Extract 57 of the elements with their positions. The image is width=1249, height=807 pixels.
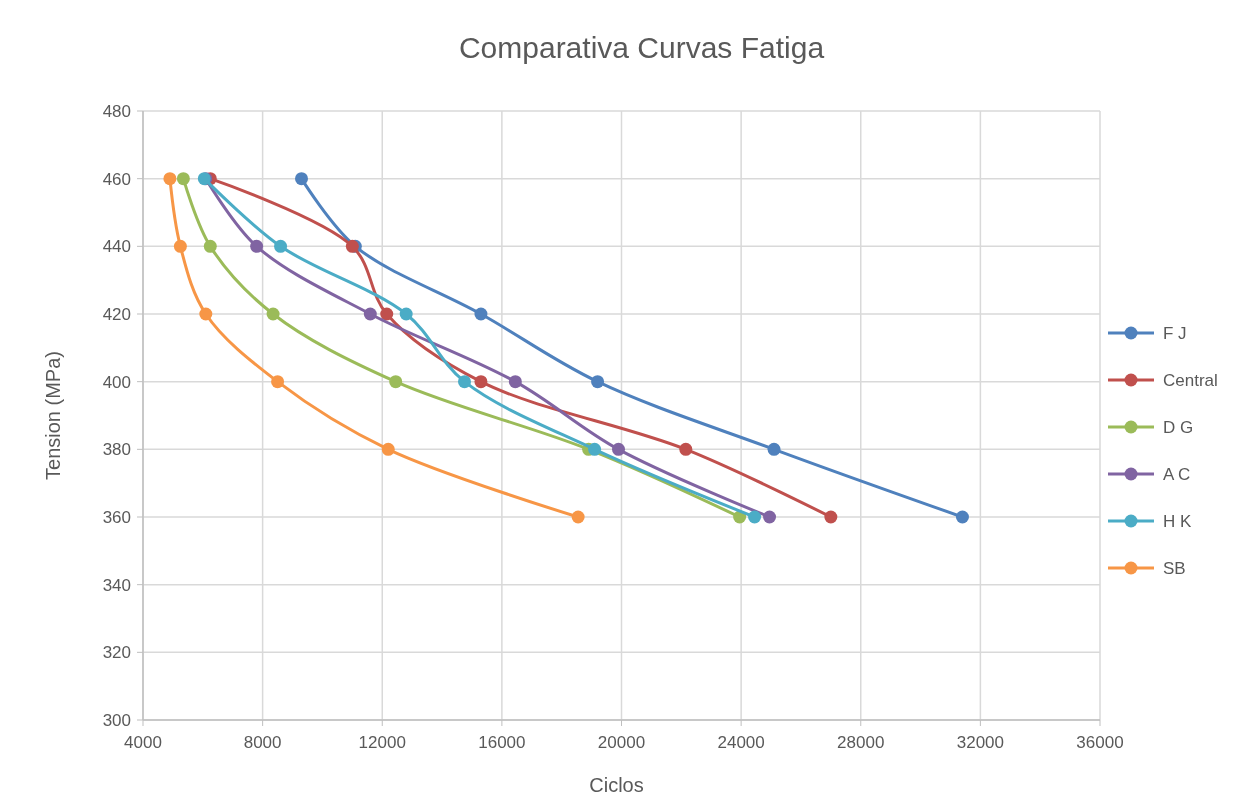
- x-tick-label: 20000: [597, 733, 646, 752]
- y-tick-label: 380: [102, 440, 131, 460]
- point: [250, 239, 264, 253]
- x-tick-label: 16000: [478, 733, 526, 752]
- point: [508, 375, 522, 389]
- x-tick-label: 8000: [243, 733, 282, 752]
- point: [173, 239, 187, 253]
- point: [955, 510, 969, 524]
- y-tick-label: 360: [102, 507, 131, 527]
- point: [824, 510, 838, 524]
- y-tick-label: 440: [102, 237, 131, 257]
- x-tick-label: 28000: [837, 733, 885, 752]
- point: [474, 375, 488, 389]
- point: [295, 172, 308, 186]
- point: [176, 172, 190, 186]
- legend-label: F J: [1163, 323, 1187, 343]
- x-axis-title: Ciclos: [589, 774, 644, 796]
- point: [199, 307, 213, 321]
- x-tick-label: 4000: [124, 733, 162, 752]
- chart-title: Comparativa Curvas Fatiga: [458, 31, 825, 64]
- point: [271, 375, 285, 389]
- point: [588, 442, 602, 456]
- point: [380, 307, 394, 321]
- legend-label: Central: [1163, 370, 1218, 390]
- x-tick-label: 24000: [717, 733, 765, 752]
- x-tick-label: 36000: [1076, 733, 1124, 752]
- legend-label: D G: [1163, 417, 1194, 437]
- point: [457, 375, 471, 389]
- point: [612, 442, 626, 456]
- point: [748, 510, 762, 524]
- x-tick-label: 32000: [956, 733, 1005, 752]
- y-tick-label: 320: [102, 643, 131, 663]
- y-tick-label: 460: [102, 169, 131, 189]
- y-axis-title: Tension (MPa): [42, 351, 64, 480]
- y-tick-label: 340: [102, 575, 131, 595]
- legend-label: SB: [1163, 558, 1186, 578]
- y-tick-label: 420: [102, 304, 131, 324]
- point: [399, 307, 413, 321]
- point: [763, 510, 777, 524]
- point: [571, 510, 585, 524]
- point: [163, 172, 177, 186]
- x-tick-label: 12000: [358, 733, 406, 752]
- point: [363, 307, 377, 321]
- legend-label: H K: [1163, 511, 1192, 531]
- point: [767, 442, 781, 456]
- y-tick-label: 480: [102, 101, 131, 121]
- point: [389, 375, 403, 389]
- point: [679, 442, 693, 456]
- point: [203, 239, 217, 253]
- legend-label: A C: [1163, 464, 1191, 484]
- point: [274, 239, 288, 253]
- point: [474, 307, 488, 321]
- y-tick-label: 300: [102, 710, 131, 730]
- point: [381, 442, 395, 456]
- point: [591, 375, 605, 389]
- y-tick-label: 400: [102, 372, 131, 392]
- point: [266, 307, 280, 321]
